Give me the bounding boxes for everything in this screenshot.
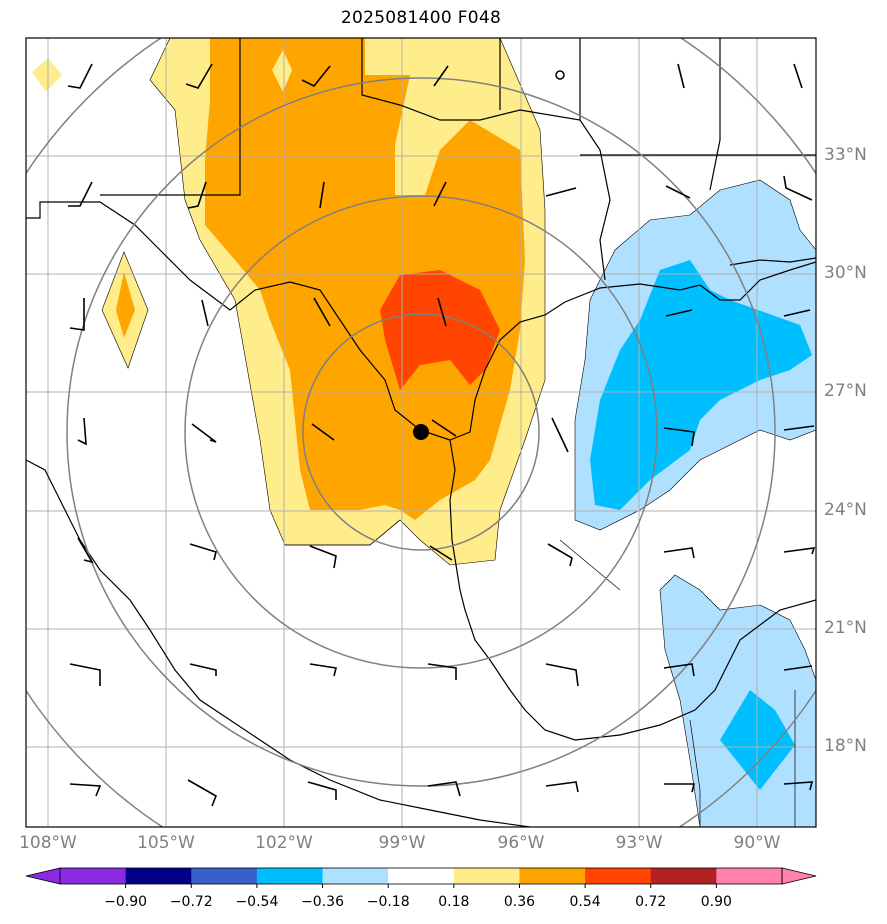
map-title: 2025081400 F048 — [340, 8, 502, 28]
lon-label-93: 93°W — [615, 833, 663, 853]
lon-label-105: 105°W — [137, 833, 195, 853]
colorbar-extend-low — [25, 867, 61, 885]
lon-label-102: 102°W — [255, 833, 313, 853]
red-orange-region — [380, 270, 500, 390]
colorbar-bin — [388, 868, 455, 884]
colorbar-bin — [256, 868, 324, 884]
light-yellow-region — [272, 50, 292, 92]
colorbar-tick-label: −0.18 — [366, 894, 410, 910]
colorbar-extend-high — [781, 867, 817, 885]
colorbar-bin — [716, 868, 783, 884]
lat-label-30: 30°N — [824, 263, 867, 283]
lat-label-18: 18°N — [824, 736, 867, 756]
orange-region — [116, 272, 135, 338]
lat-label-24: 24°N — [824, 500, 867, 520]
colorbar-bin — [60, 868, 127, 884]
colorbar — [25, 867, 817, 888]
us-mexico-border — [26, 201, 451, 441]
florida-coast — [729, 257, 816, 266]
positive-anomaly-contours — [32, 38, 546, 566]
map-frame — [25, 37, 817, 828]
mexico-pacific-coast — [26, 459, 531, 827]
light-yellow-region — [32, 58, 62, 92]
colorbar-tick-label: 0.72 — [635, 894, 667, 910]
lon-label-99: 99°W — [378, 833, 426, 853]
mexico-gulf-coast — [449, 439, 816, 741]
colorbar-tick-label: 0.54 — [569, 894, 601, 910]
colorbar-bin — [453, 868, 520, 884]
lat-label-21: 21°N — [824, 618, 867, 638]
lon-label-90: 90°W — [733, 833, 781, 853]
graticule — [26, 38, 816, 827]
small-circle-marker — [555, 70, 565, 80]
orange-region — [205, 38, 525, 520]
range-rings — [26, 38, 816, 827]
colorbar-bin — [191, 868, 258, 884]
colorbar-tick-label: −0.72 — [169, 894, 213, 910]
colorbar-tick-label: 0.36 — [503, 894, 536, 910]
colorbar-tick-label: 0.90 — [700, 894, 732, 910]
lat-label-27: 27°N — [824, 381, 867, 401]
wind-barbs — [67, 63, 816, 807]
colorbar-bin — [519, 868, 586, 884]
colorbar-bin — [322, 868, 389, 884]
colorbar-tick-label: 0.18 — [438, 894, 470, 910]
colorbar-tick-label: −0.90 — [104, 894, 148, 910]
colorbar-bin — [125, 868, 192, 884]
colorbar-frame — [59, 867, 783, 885]
lon-label-96: 96°W — [497, 833, 545, 853]
lon-label-108: 108°W — [19, 833, 77, 853]
lat-label-33: 33°N — [824, 145, 867, 165]
colorbar-bin — [585, 868, 652, 884]
storm-center-marker — [413, 424, 429, 440]
state-borders — [100, 38, 816, 281]
mexico-state-borders — [285, 519, 796, 827]
colorbar-bin — [650, 868, 717, 884]
colorbar-tick-label: −0.36 — [301, 894, 344, 910]
colorbar-tick-label: −0.54 — [235, 894, 279, 910]
